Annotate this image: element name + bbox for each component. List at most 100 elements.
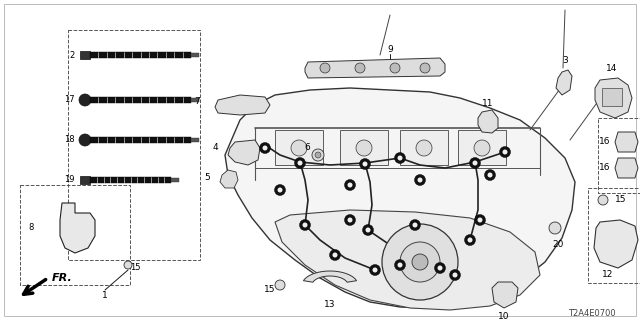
Circle shape	[467, 237, 472, 243]
Circle shape	[333, 252, 337, 258]
Circle shape	[449, 269, 461, 281]
Text: 2: 2	[70, 51, 75, 60]
Bar	[340, 130, 388, 165]
Circle shape	[416, 140, 432, 156]
Circle shape	[470, 157, 481, 169]
Bar	[68, 30, 200, 260]
Polygon shape	[60, 203, 95, 253]
Text: 4: 4	[212, 143, 218, 153]
Polygon shape	[220, 170, 238, 188]
Circle shape	[435, 262, 445, 274]
Polygon shape	[594, 220, 638, 268]
Polygon shape	[228, 140, 260, 165]
Text: 19: 19	[65, 175, 75, 185]
Circle shape	[360, 158, 371, 170]
Polygon shape	[215, 95, 270, 115]
Text: 15: 15	[615, 196, 627, 204]
Circle shape	[294, 157, 305, 169]
Circle shape	[474, 140, 490, 156]
Text: 7: 7	[195, 98, 200, 107]
Polygon shape	[615, 132, 638, 152]
Circle shape	[348, 182, 353, 188]
Circle shape	[410, 220, 420, 230]
Circle shape	[369, 265, 381, 276]
Circle shape	[499, 147, 511, 157]
Circle shape	[382, 224, 458, 300]
Bar	[80, 176, 90, 184]
Circle shape	[262, 146, 268, 150]
Circle shape	[362, 225, 374, 236]
Circle shape	[259, 142, 271, 154]
Bar	[90, 97, 191, 103]
Bar	[275, 130, 323, 165]
Circle shape	[275, 185, 285, 196]
Text: T2A4E0700: T2A4E0700	[568, 308, 616, 317]
Circle shape	[291, 140, 307, 156]
Circle shape	[348, 218, 353, 222]
Bar	[191, 138, 199, 142]
Circle shape	[413, 222, 417, 228]
Bar	[400, 130, 448, 165]
Bar	[588, 188, 640, 283]
Polygon shape	[492, 282, 518, 308]
Circle shape	[488, 172, 493, 178]
Circle shape	[452, 273, 458, 277]
Circle shape	[330, 250, 340, 260]
Circle shape	[394, 153, 406, 164]
Circle shape	[344, 180, 355, 190]
Text: 8: 8	[28, 223, 33, 233]
Text: 5: 5	[204, 173, 210, 182]
Circle shape	[320, 63, 330, 73]
Circle shape	[477, 218, 483, 222]
Circle shape	[397, 156, 403, 161]
Text: 14: 14	[606, 64, 618, 73]
Bar	[20, 185, 130, 285]
Circle shape	[417, 178, 422, 182]
Circle shape	[484, 170, 495, 180]
Circle shape	[365, 228, 371, 233]
Circle shape	[303, 222, 307, 228]
Circle shape	[124, 261, 132, 269]
Circle shape	[502, 149, 508, 155]
Circle shape	[79, 134, 91, 146]
Text: 16: 16	[598, 164, 610, 172]
Bar	[191, 53, 199, 57]
Circle shape	[474, 214, 486, 226]
Text: 18: 18	[65, 135, 75, 145]
Bar	[458, 130, 506, 165]
Bar	[191, 98, 199, 102]
Circle shape	[549, 222, 561, 234]
Circle shape	[397, 262, 403, 268]
Circle shape	[356, 140, 372, 156]
Bar	[80, 51, 90, 59]
Bar	[602, 88, 622, 106]
Text: 10: 10	[499, 312, 509, 320]
Circle shape	[412, 254, 428, 270]
Polygon shape	[478, 110, 498, 133]
Circle shape	[415, 174, 426, 186]
Circle shape	[465, 235, 476, 245]
Text: 1: 1	[102, 291, 108, 300]
Bar	[90, 137, 191, 143]
Text: 12: 12	[602, 270, 614, 279]
Circle shape	[394, 260, 406, 270]
Circle shape	[315, 152, 321, 158]
Circle shape	[598, 195, 608, 205]
Text: 6: 6	[304, 142, 310, 151]
Text: 20: 20	[552, 240, 564, 249]
Circle shape	[372, 268, 378, 273]
Circle shape	[275, 280, 285, 290]
Circle shape	[79, 94, 91, 106]
Polygon shape	[303, 271, 356, 282]
Text: 16: 16	[598, 138, 610, 147]
Polygon shape	[556, 70, 572, 95]
Text: 15: 15	[130, 263, 140, 273]
Text: 17: 17	[65, 95, 75, 105]
Text: 13: 13	[324, 300, 336, 309]
Polygon shape	[595, 78, 632, 118]
Polygon shape	[615, 158, 638, 178]
Polygon shape	[225, 88, 575, 308]
Circle shape	[400, 242, 440, 282]
Bar	[171, 178, 179, 182]
Polygon shape	[305, 58, 445, 78]
